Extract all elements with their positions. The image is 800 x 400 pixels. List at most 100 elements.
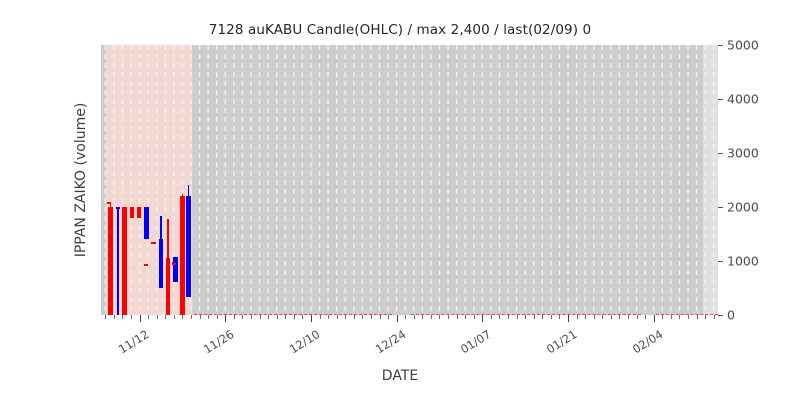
x-axis-minor-tick — [696, 315, 698, 319]
x-axis-major-tick — [568, 315, 570, 322]
candle-flat-marker — [151, 242, 156, 245]
y-axis-tick-label: 1000 — [727, 253, 759, 269]
x-axis-minor-tick — [439, 315, 441, 319]
zero-reference-line — [411, 314, 641, 315]
y-axis-title: IPPAN ZAIKO (volume) — [73, 102, 89, 258]
x-axis-minor-tick — [422, 315, 424, 319]
x-axis-minor-tick — [490, 315, 492, 319]
candle-body — [158, 239, 164, 288]
x-axis-minor-tick — [268, 315, 270, 319]
x-axis-minor-tick — [130, 315, 132, 319]
x-axis-major-tick — [482, 315, 484, 322]
x-axis-minor-tick — [165, 315, 167, 319]
x-axis-minor-tick — [336, 315, 338, 319]
vertical-gridlines — [104, 45, 715, 315]
y-axis-tick-label: 4000 — [727, 91, 759, 107]
y-axis-tick-mark — [718, 153, 723, 154]
x-axis-minor-tick — [576, 315, 578, 319]
candle-body — [144, 207, 149, 240]
candle-body — [186, 196, 191, 298]
x-axis-minor-tick — [302, 315, 304, 319]
x-axis-minor-tick — [645, 315, 647, 319]
y-axis-tick-mark — [718, 45, 723, 46]
candle-flat-marker — [143, 263, 149, 266]
x-axis-minor-tick — [362, 315, 364, 319]
x-axis-minor-tick — [182, 315, 184, 319]
x-axis-minor-tick — [413, 315, 415, 319]
y-axis-tick-mark — [718, 315, 723, 316]
x-axis-minor-tick — [593, 315, 595, 319]
x-axis-minor-tick — [173, 315, 175, 319]
x-axis-major-tick — [225, 315, 227, 322]
x-axis-ticks: 11/12 11/26 12/10 12/24 01/07 01/21 02/04 — [101, 315, 718, 356]
plot-area — [101, 45, 718, 315]
x-axis-minor-tick — [328, 315, 330, 319]
candle-body — [129, 207, 135, 218]
x-axis-minor-tick — [276, 315, 278, 319]
candle-wick — [117, 207, 119, 315]
candle-body — [122, 207, 127, 315]
x-axis-minor-tick — [233, 315, 235, 319]
x-axis-minor-tick — [525, 315, 527, 319]
x-axis-minor-tick — [679, 315, 681, 319]
candle-flat-marker — [172, 263, 177, 266]
x-axis-minor-tick — [113, 315, 115, 319]
x-axis-tick-label: 11/26 — [201, 327, 237, 357]
x-axis-minor-tick — [293, 315, 295, 319]
candle-body — [173, 257, 178, 282]
x-axis-minor-tick — [550, 315, 552, 319]
x-axis-minor-tick — [430, 315, 432, 319]
chart-title: 7128 auKABU Candle(OHLC) / max 2,400 / l… — [208, 22, 592, 38]
x-axis-minor-tick — [636, 315, 638, 319]
x-axis-tick-label: 11/12 — [115, 327, 151, 357]
x-axis-minor-tick — [216, 315, 218, 319]
x-axis-minor-tick — [345, 315, 347, 319]
x-axis-minor-tick — [105, 315, 107, 319]
x-axis-minor-tick — [405, 315, 407, 319]
x-axis-minor-tick — [199, 315, 201, 319]
x-axis-title: DATE — [381, 368, 419, 384]
candle-flat-marker — [106, 201, 112, 204]
x-axis-minor-tick — [688, 315, 689, 319]
x-axis-minor-tick — [208, 315, 210, 319]
y-axis-tick-label: 5000 — [727, 37, 759, 53]
x-axis-minor-tick — [370, 315, 372, 319]
x-axis-minor-tick — [379, 315, 381, 319]
x-axis-minor-tick — [148, 315, 150, 319]
tail-band — [702, 45, 718, 315]
x-axis-tick-label: 12/24 — [372, 327, 409, 357]
x-axis-minor-tick — [319, 315, 321, 319]
zero-reference-line — [193, 314, 393, 315]
x-axis-minor-tick — [705, 315, 707, 319]
x-axis-minor-tick — [559, 315, 561, 319]
x-axis-minor-tick — [465, 315, 467, 319]
x-axis-minor-tick — [156, 315, 158, 319]
x-axis-major-tick — [310, 315, 312, 322]
x-axis-minor-tick — [602, 315, 604, 319]
candle-body — [180, 196, 185, 315]
x-axis-minor-tick — [628, 315, 630, 319]
x-axis-minor-tick — [250, 315, 252, 319]
x-axis-minor-tick — [122, 315, 124, 319]
x-axis-tick-label: 01/07 — [458, 327, 494, 357]
y-axis-tick-mark — [718, 207, 723, 208]
x-axis-major-tick — [396, 315, 398, 322]
x-axis-minor-tick — [285, 315, 287, 319]
x-axis-minor-tick — [516, 315, 518, 319]
x-axis-minor-tick — [259, 315, 261, 319]
x-axis-minor-tick — [190, 315, 192, 319]
x-axis-minor-tick — [713, 315, 715, 319]
x-axis-minor-tick — [508, 315, 510, 319]
zero-reference-line — [656, 314, 718, 315]
x-axis-minor-tick — [456, 315, 458, 319]
x-axis-minor-tick — [670, 315, 672, 319]
x-axis-major-tick — [139, 315, 141, 322]
x-axis-minor-tick — [619, 315, 621, 319]
candle-body — [115, 207, 121, 209]
x-axis-tick-label: 02/04 — [629, 327, 666, 357]
x-axis-tick-label: 01/21 — [543, 327, 580, 357]
x-axis-minor-tick — [499, 315, 501, 319]
y-axis-tick-mark — [718, 99, 723, 100]
x-axis-minor-tick — [242, 315, 244, 319]
